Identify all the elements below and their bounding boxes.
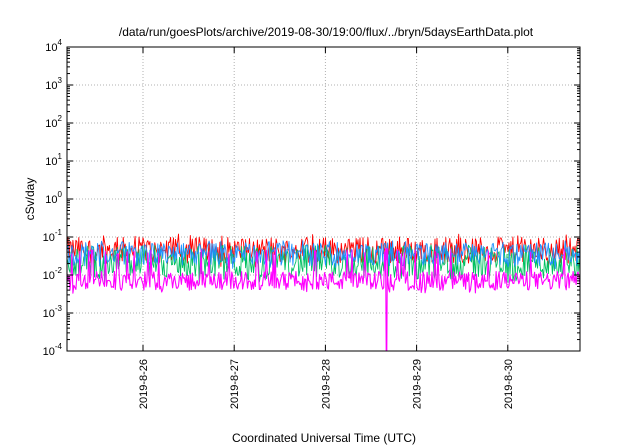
x-tick-label: 2019-8-29	[412, 359, 424, 409]
y-tick-label: 103	[45, 76, 62, 92]
series-line-3	[66, 240, 581, 270]
y-tick-label: 10-1	[43, 228, 63, 244]
y-tick-label: 102	[45, 114, 62, 130]
x-tick-label: 2019-8-27	[229, 359, 241, 409]
x-axis-label: Coordinated Universal Time (UTC)	[232, 431, 416, 445]
chart-title: /data/run/goesPlots/archive/2019-08-30/1…	[119, 25, 534, 39]
x-tick-label: 2019-8-30	[503, 359, 515, 409]
y-axis-label: cSv/day	[23, 178, 37, 221]
y-tick-label: 104	[45, 38, 62, 54]
x-tick-label: 2019-8-26	[138, 359, 150, 409]
y-axis: 104 103 102 101 100 10-1 10-2 10-3 10-4	[43, 38, 580, 358]
series-line-4	[66, 248, 581, 352]
series-line-2	[66, 244, 581, 285]
y-tick-label: 10-2	[43, 266, 63, 282]
data-series	[66, 233, 581, 352]
grid-lines	[67, 47, 580, 351]
y-tick-label: 101	[45, 152, 62, 168]
y-tick-label: 100	[45, 190, 62, 206]
plot-frame	[66, 46, 581, 352]
y-tick-label: 10-3	[43, 304, 63, 320]
x-axis: 2019-8-26 2019-8-27 2019-8-28 2019-8-29 2019…	[138, 47, 515, 409]
x-tick-label: 2019-8-28	[320, 359, 332, 409]
y-tick-label: 10-4	[43, 342, 63, 358]
